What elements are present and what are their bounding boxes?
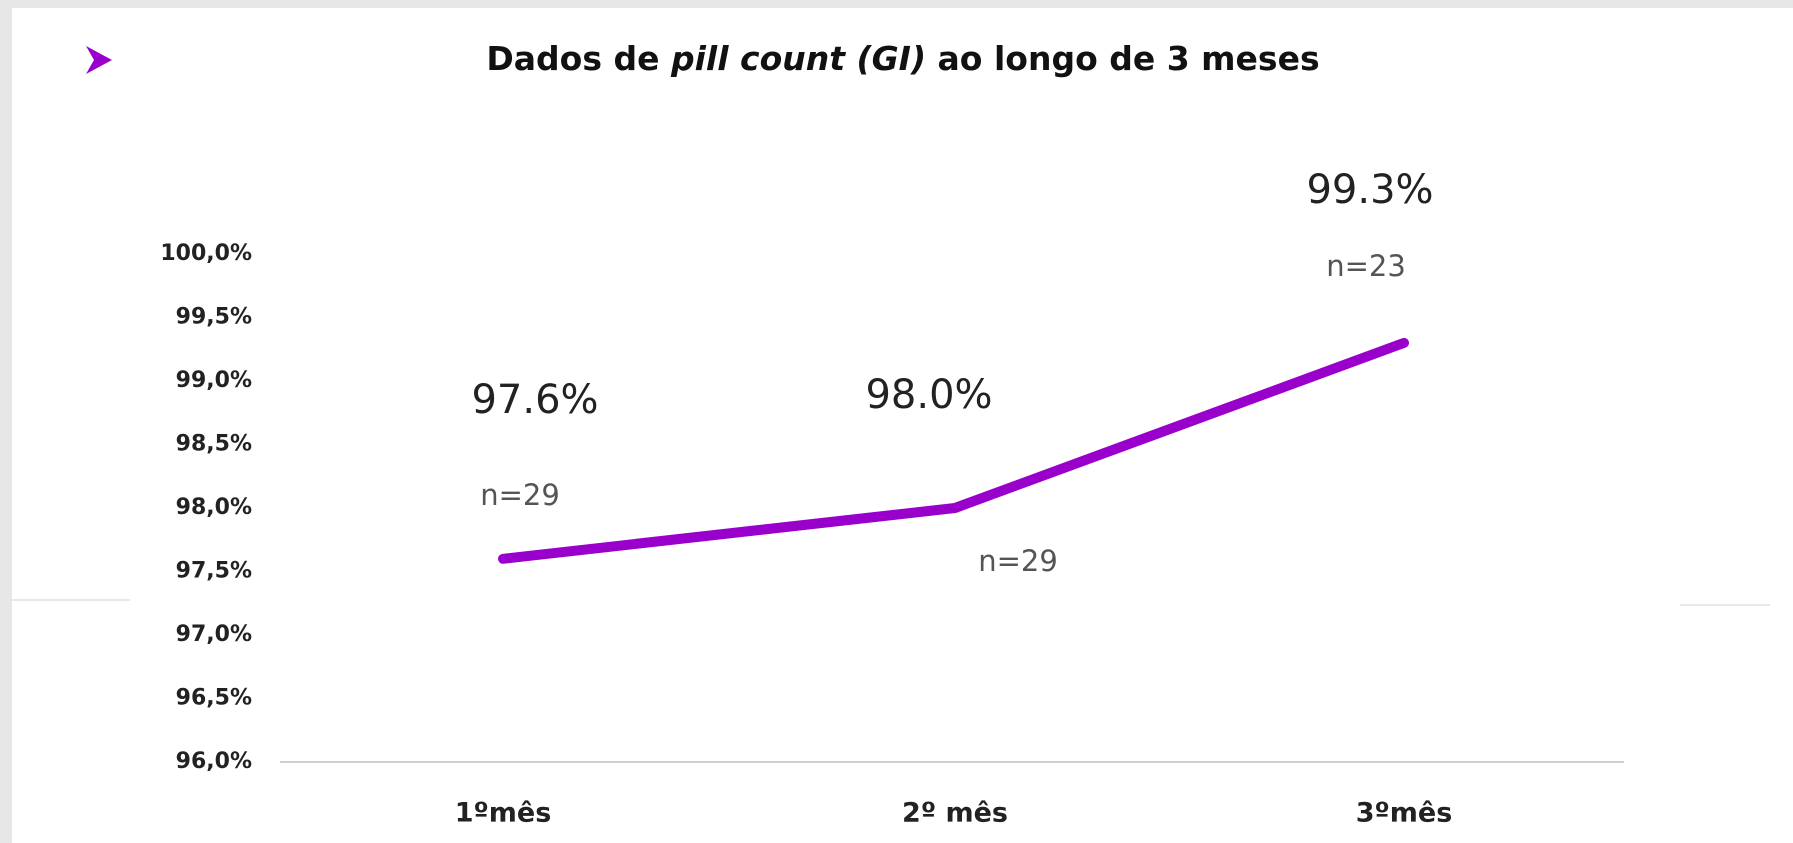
y-tick-label: 97,0%	[176, 622, 252, 647]
x-tick-label: 2º mês	[902, 798, 1008, 829]
chart-title: Dados de pill count (GI) ao longo de 3 m…	[486, 39, 1319, 78]
title-run: ao longo de 3 meses	[926, 39, 1320, 78]
x-tick-label: 1ºmês	[455, 798, 552, 829]
value-label: 97.6%	[471, 377, 598, 423]
y-tick-label: 96,5%	[176, 686, 252, 711]
value-label: 98.0%	[865, 372, 992, 418]
annotation: n=29	[480, 478, 560, 512]
y-tick-label: 99,5%	[176, 305, 252, 330]
bullet-arrow	[86, 46, 112, 74]
y-tick-label: 98,5%	[176, 432, 252, 457]
annotation: n=29	[978, 544, 1058, 578]
slide	[12, 8, 1793, 843]
y-tick-label: 100,0%	[160, 241, 252, 266]
title-run: Dados de	[486, 39, 671, 78]
y-tick-label: 97,5%	[176, 559, 252, 584]
x-tick-label: 3ºmês	[1356, 798, 1453, 829]
y-tick-label: 96,0%	[176, 749, 252, 774]
title-run: pill count	[670, 39, 846, 78]
annotation: n=23	[1326, 249, 1406, 283]
y-tick-label: 99,0%	[176, 368, 252, 393]
value-label: 99.3%	[1306, 167, 1433, 213]
data-line	[498, 337, 1409, 564]
title-run: (GI)	[845, 39, 926, 78]
y-tick-label: 98,0%	[176, 495, 252, 520]
